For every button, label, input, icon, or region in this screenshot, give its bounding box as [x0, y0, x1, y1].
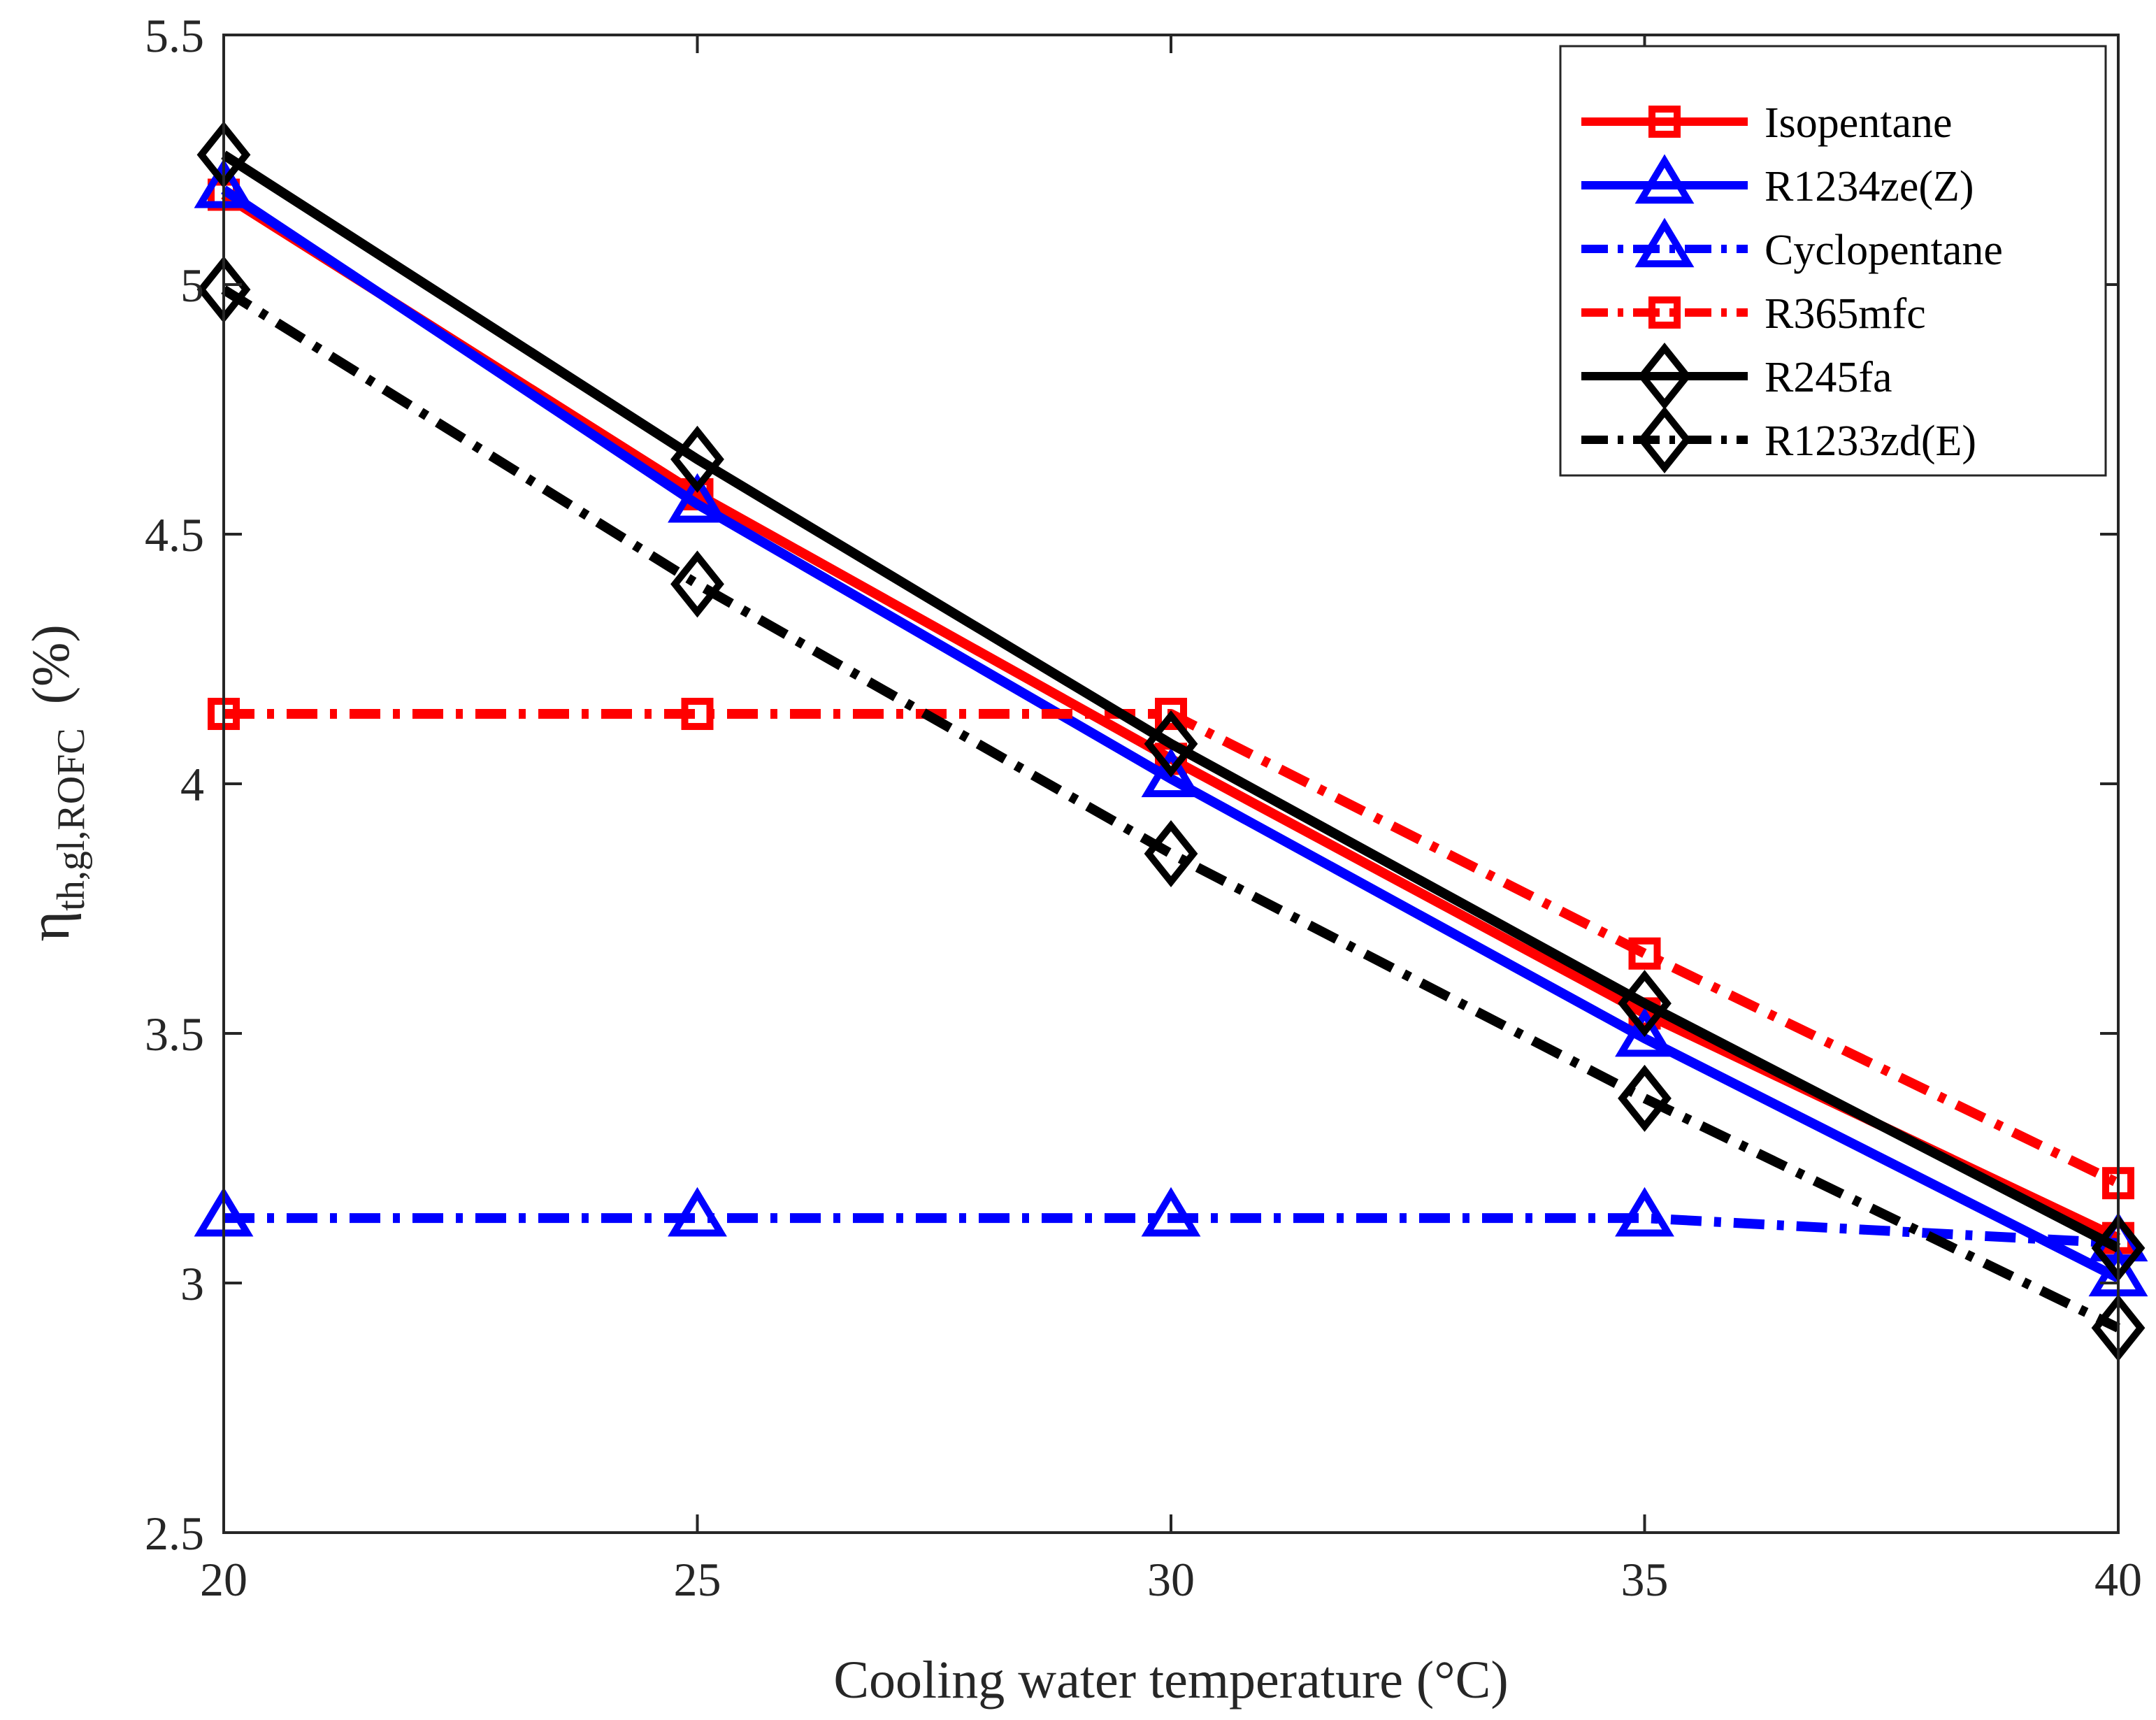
x-tick-label: 20	[200, 1553, 247, 1606]
svg-text:ηth,gl,ROFC(%): ηth,gl,ROFC (%)	[17, 624, 93, 941]
series-r245fa	[196, 121, 2146, 1282]
data-point	[1628, 937, 1661, 970]
data-point	[1141, 1187, 1201, 1237]
x-axis-title: Cooling water temperature (°C)	[833, 1651, 1508, 1710]
legend-label: R1233zd(E)	[1765, 417, 1976, 465]
legend-marker	[1648, 296, 1681, 329]
legend-label: R245fa	[1765, 354, 1892, 401]
data-point	[1618, 970, 1672, 1038]
x-tick-label: 30	[1147, 1553, 1195, 1606]
series-r1234ze-z-	[194, 158, 2148, 1297]
legend-marker	[1634, 217, 1695, 268]
series-line	[221, 150, 2121, 1253]
y-axis-title-symbol: η	[17, 911, 82, 942]
legend-marker	[1648, 106, 1681, 138]
data-point	[1155, 698, 1187, 731]
data-point	[1144, 819, 1198, 887]
data-point	[1615, 1007, 1674, 1057]
legend-label: Cyclopentane	[1765, 227, 2003, 274]
legend-label: R1234ze(Z)	[1765, 163, 1974, 210]
data-point	[681, 698, 714, 731]
legend-marker	[1634, 154, 1695, 204]
x-tick-label: 35	[1621, 1553, 1669, 1606]
x-tick-label: 40	[2094, 1553, 2142, 1606]
legend-entry: R1234ze(Z)	[1581, 154, 1974, 210]
series-line	[224, 1213, 2119, 1248]
y-axis-title: ηth,gl,ROFC (%)	[17, 624, 93, 941]
x-tick-label: 25	[674, 1553, 721, 1606]
series-line	[221, 285, 2121, 1333]
legend-label: R365mfc	[1765, 290, 1926, 338]
y-axis-title-unit: (%)	[22, 624, 80, 704]
legend-entry: R1233zd(E)	[1581, 406, 1976, 474]
series-layer	[194, 121, 2148, 1362]
data-point	[1618, 1064, 1672, 1132]
data-point	[1144, 710, 1198, 777]
data-point	[670, 425, 724, 493]
y-tick-label: 3	[180, 1257, 204, 1310]
data-point	[668, 1187, 727, 1237]
y-tick-label: 4.5	[145, 508, 204, 561]
legend-entry: Cyclopentane	[1581, 217, 2003, 274]
data-point	[1141, 747, 1201, 798]
legend-entry: R365mfc	[1581, 290, 1926, 338]
y-tick-label: 5	[180, 259, 204, 312]
data-point	[668, 473, 727, 523]
y-axis-title-subscript: th,gl,ROFC	[50, 728, 93, 910]
legend-marker	[1637, 342, 1692, 410]
legend-entry: Isopentane	[1581, 99, 1953, 147]
legend: Isopentane R1234ze(Z) Cyclopentane R365mfc R…	[1559, 45, 2107, 477]
legend-label: Isopentane	[1765, 99, 1953, 147]
data-point	[670, 550, 724, 618]
data-point	[1615, 1187, 1674, 1237]
y-tick-label: 3.5	[145, 1008, 204, 1061]
y-tick-label: 4	[180, 758, 204, 811]
y-tick-label: 2.5	[145, 1507, 204, 1560]
y-tick-label: 5.5	[145, 9, 204, 62]
legend-marker	[1637, 406, 1692, 474]
series-line	[221, 185, 2121, 1283]
legend-entry: R245fa	[1581, 342, 1892, 410]
ticks-layer: 20 25 30 35 40 2.5 3 3.5 4 4.5 5 5.5	[145, 9, 2142, 1606]
